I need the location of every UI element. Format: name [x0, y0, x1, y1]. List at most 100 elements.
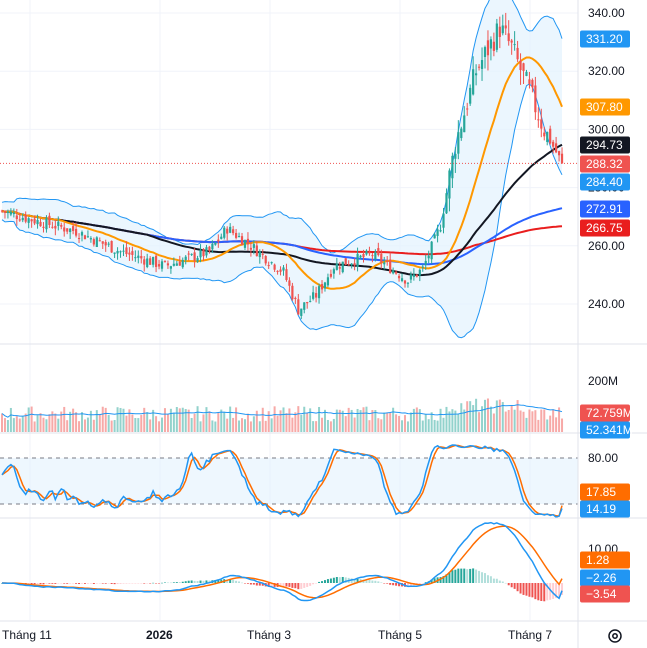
- macd-histogram-bar: [241, 582, 244, 584]
- volume-bar: [448, 411, 451, 432]
- volume-bar: [486, 398, 489, 432]
- volume-bar: [315, 421, 318, 432]
- stochastic-panel[interactable]: [0, 444, 578, 519]
- svg-text:284.40: 284.40: [586, 175, 623, 189]
- macd-histogram-bar: [193, 580, 196, 583]
- volume-bar: [483, 399, 486, 432]
- volume-bar: [190, 417, 193, 432]
- macd-histogram-bar: [377, 581, 380, 583]
- volume-bar: [492, 413, 495, 432]
- candle: [279, 266, 282, 276]
- macd-histogram-bar: [486, 575, 489, 583]
- volume-bar: [143, 407, 146, 432]
- volume-bar: [427, 419, 430, 432]
- macd-histogram-bar: [196, 581, 199, 583]
- volume-bar: [516, 400, 519, 432]
- volume-bar: [445, 406, 448, 432]
- svg-text:14.19: 14.19: [586, 502, 616, 516]
- price-tick-label: 320.00: [588, 64, 625, 78]
- candle: [555, 136, 558, 154]
- volume-bar: [63, 406, 66, 432]
- candle: [386, 256, 389, 266]
- macd-histogram-bar: [134, 583, 137, 584]
- candle: [463, 106, 466, 133]
- macd-histogram-bar: [507, 583, 510, 586]
- value-badges: 331.20 307.80 294.73 288.32 284.40 272.91 266.…: [580, 30, 633, 603]
- candle: [397, 274, 401, 282]
- volume-bar: [401, 420, 404, 432]
- macd-histogram-bar: [315, 583, 318, 584]
- candle: [229, 223, 232, 234]
- candle: [0, 209, 4, 213]
- gear-icon[interactable]: [608, 629, 622, 643]
- macd-histogram-bar: [365, 579, 368, 583]
- macd-histogram-bar: [238, 581, 241, 583]
- volume-bar: [359, 410, 362, 432]
- volume-bar: [546, 419, 549, 432]
- macd-histogram-bar: [235, 580, 238, 583]
- candle: [406, 282, 410, 288]
- macd-histogram-bar: [51, 583, 54, 584]
- candle: [104, 239, 107, 252]
- candle: [178, 255, 181, 266]
- candle: [3, 210, 7, 219]
- price-tick-label: 240.00: [588, 297, 625, 311]
- macd-histogram-bar: [243, 583, 246, 584]
- volume-bar: [24, 413, 27, 432]
- value-badge: 14.19: [580, 500, 630, 518]
- candle: [309, 295, 312, 303]
- macd-histogram-bar: [95, 583, 98, 584]
- volume-bar: [303, 406, 306, 432]
- volume-panel[interactable]: [1, 398, 564, 432]
- volume-bar: [306, 412, 309, 432]
- candle: [477, 64, 481, 71]
- volume-bar: [249, 421, 252, 432]
- volume-bar: [226, 418, 229, 432]
- macd-histogram-bar: [261, 583, 264, 586]
- macd-histogram-bar: [409, 583, 412, 586]
- price-axis[interactable]: 340.00320.00300.00280.00260.00240.00200M…: [588, 6, 625, 556]
- macd-histogram-bar: [549, 583, 552, 600]
- volume-bar: [460, 403, 463, 432]
- candle: [546, 131, 549, 146]
- candle: [433, 232, 436, 239]
- volume-bar: [69, 411, 72, 432]
- candle: [80, 230, 84, 242]
- macd-histogram-bar: [288, 583, 291, 587]
- macd-histogram-bar: [335, 577, 338, 583]
- macd-histogram-bar: [166, 582, 169, 584]
- candle: [469, 84, 472, 106]
- macd-histogram-bar: [119, 583, 122, 584]
- candle: [371, 252, 374, 263]
- candle: [196, 255, 199, 263]
- candle: [21, 213, 24, 223]
- volume-bar: [543, 409, 546, 432]
- candle: [187, 250, 190, 261]
- price-panel[interactable]: [0, 0, 578, 339]
- svg-text:266.75: 266.75: [586, 221, 623, 235]
- value-badge: −3.54: [580, 585, 630, 603]
- time-axis[interactable]: Tháng 11 2026 Tháng 3 Tháng 5 Tháng 7: [2, 628, 552, 642]
- volume-bar: [540, 409, 543, 432]
- macd-histogram-bar: [172, 582, 175, 583]
- volume-bar: [166, 414, 169, 432]
- volume-bar: [377, 418, 380, 432]
- volume-bar: [321, 417, 324, 432]
- candle: [152, 256, 155, 268]
- ma-black-line: [1, 143, 563, 277]
- candle: [116, 247, 119, 260]
- macd-histogram-bar: [181, 581, 184, 583]
- macd-histogram-bar: [498, 580, 501, 583]
- candle: [368, 246, 371, 256]
- candle: [353, 258, 356, 271]
- candle: [157, 259, 161, 270]
- svg-text:1.28: 1.28: [586, 553, 610, 567]
- volume-bar: [392, 407, 395, 432]
- candle: [30, 218, 33, 228]
- candle: [288, 277, 291, 292]
- volume-bar: [341, 410, 344, 432]
- macd-panel[interactable]: [1, 521, 564, 602]
- macd-histogram-bar: [543, 583, 546, 602]
